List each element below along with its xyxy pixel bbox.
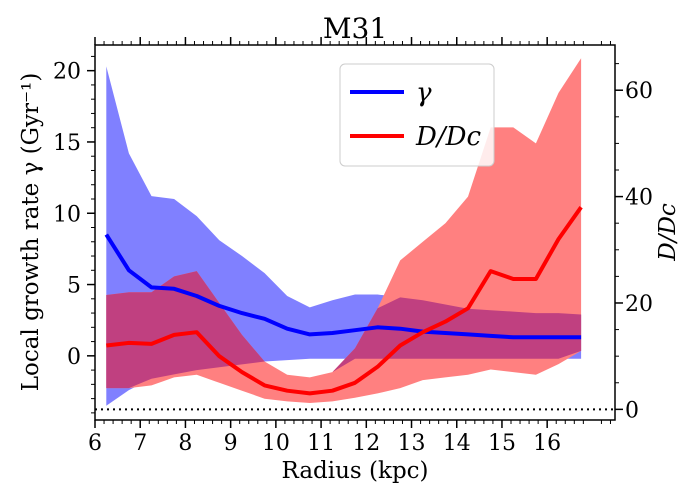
x-axis-label: Radius (kpc) <box>281 458 428 484</box>
x-tick-label: 15 <box>488 431 516 456</box>
legend: γ D/Dc <box>339 63 495 167</box>
x-tick-label: 9 <box>224 431 238 456</box>
y2-tick-label: 40 <box>625 186 653 211</box>
y2-tick-label: 0 <box>625 398 639 423</box>
x-tick-label: 16 <box>533 431 561 456</box>
series-line-d-dc <box>106 206 583 396</box>
y2-axis-label: D/Dc <box>655 203 681 262</box>
x-tick-label: 8 <box>178 431 192 456</box>
plot-frame <box>94 44 616 421</box>
y-axis-label: Local growth rate γ (Gyr⁻¹) <box>18 73 44 392</box>
x-tick-label: 7 <box>133 431 147 456</box>
x-tick-label: 14 <box>443 431 471 456</box>
plot-area <box>95 58 615 411</box>
legend-label-gamma: γ <box>416 78 432 108</box>
x-tick-label: 11 <box>307 431 335 456</box>
y2-tick-label: 20 <box>625 292 653 317</box>
series-lines <box>104 206 583 396</box>
y-tick-label: 15 <box>53 131 81 156</box>
y-axis-ticks: 0 5 10 15 20 <box>53 55 95 414</box>
y-tick-label: 5 <box>67 274 81 299</box>
x-tick-label: 6 <box>88 431 102 456</box>
x-tick-label: 12 <box>352 431 380 456</box>
y2-axis-ticks: 0 20 40 60 <box>615 63 653 423</box>
y-tick-label: 0 <box>67 345 81 370</box>
y-tick-label: 10 <box>53 202 81 227</box>
x-tick-label: 13 <box>398 431 426 456</box>
x-axis-ticks: 6 7 8 9 10 11 12 13 14 15 16 <box>88 37 611 456</box>
series-line-gamma <box>104 233 582 340</box>
y2-tick-label: 60 <box>625 79 653 104</box>
legend-frame <box>339 63 495 167</box>
y-tick-label: 20 <box>53 60 81 85</box>
chart-title: M31 <box>323 12 387 45</box>
legend-label-d-dc: D/Dc <box>415 122 481 152</box>
x-tick-label: 10 <box>262 431 290 456</box>
